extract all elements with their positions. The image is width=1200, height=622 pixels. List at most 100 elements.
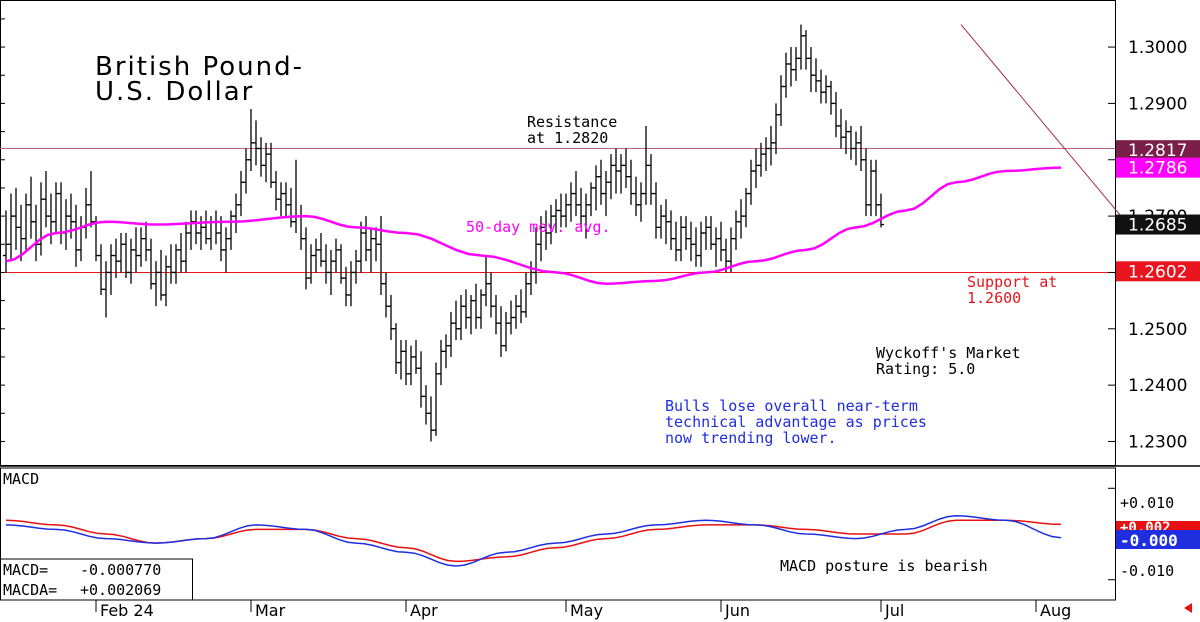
price-bar: [53, 182, 59, 233]
macda-value-label: MACDA=: [3, 581, 57, 599]
macda-line: [5, 519, 1062, 563]
price-bar: [293, 159, 299, 233]
price-bar: [493, 294, 499, 335]
price-bar: [193, 210, 199, 245]
price-bar: [233, 193, 239, 233]
price-bar: [323, 244, 329, 284]
resistance-label-line2: at 1.2820: [527, 129, 608, 147]
price-bar: [143, 221, 149, 262]
price-bar: [398, 340, 404, 380]
price-bar: [103, 261, 109, 318]
price-tag-bg: [1116, 214, 1200, 235]
price-bar: [158, 249, 164, 301]
macd-panel-label: MACD: [3, 470, 39, 488]
price-bar: [303, 227, 309, 290]
price-bar: [183, 221, 189, 273]
price-bar: [383, 272, 389, 318]
price-bar: [78, 216, 84, 262]
price-bar: [388, 294, 394, 341]
price-bar: [393, 323, 399, 374]
price-bars: [3, 24, 884, 442]
x-month-label: Mar: [255, 601, 286, 620]
price-bar: [3, 210, 9, 273]
price-bar: [463, 289, 469, 329]
price-bar: [83, 187, 89, 239]
price-bar: [418, 351, 424, 408]
price-bar: [168, 244, 174, 284]
price-bar: [598, 159, 604, 205]
price-bar: [798, 24, 804, 70]
price-bar: [348, 261, 354, 307]
price-bar: [848, 125, 854, 160]
price-tag-bg: [1116, 140, 1200, 161]
price-bar: [648, 154, 654, 205]
price-bar: [38, 182, 44, 256]
downtrend-line: [960, 24, 1122, 217]
price-bar: [333, 238, 339, 273]
price-bar: [803, 30, 809, 70]
price-bar: [633, 176, 639, 217]
price-bar: [818, 69, 824, 104]
price-bar: [243, 148, 249, 194]
macd-value-label: MACD=: [3, 561, 48, 579]
x-month-label: Feb 24: [100, 601, 154, 620]
price-bar: [58, 182, 64, 245]
price-tag: 1.2817: [1128, 141, 1187, 161]
price-bar: [753, 148, 759, 188]
price-bar: [128, 238, 134, 284]
price-bar: [618, 154, 624, 194]
price-bar: [368, 227, 374, 273]
x-month-label: Jul: [884, 601, 904, 620]
moving-average-label: 50-day mov. avg.: [466, 218, 611, 236]
price-bar: [603, 171, 609, 217]
price-tag: 1.2685: [1128, 216, 1187, 236]
price-bar: [458, 294, 464, 341]
price-bar: [188, 210, 194, 250]
price-bar: [88, 171, 94, 228]
macd-comment: MACD posture is bearish: [780, 557, 988, 575]
macd-tick-lower: -0.010: [1120, 562, 1174, 580]
price-bar: [758, 142, 764, 177]
price-bar: [678, 216, 684, 262]
price-tag: 1.2602: [1128, 262, 1187, 282]
price-bar: [748, 159, 754, 205]
price-bar: [593, 165, 599, 211]
macd-value: -0.000770: [80, 561, 161, 579]
support-label-line2: 1.2600: [967, 289, 1021, 307]
macda-value: +0.002069: [80, 581, 161, 599]
macd-axis: [1108, 487, 1115, 581]
price-bar: [73, 204, 79, 267]
price-bar: [238, 171, 244, 217]
price-bar: [568, 182, 574, 222]
price-bar: [213, 210, 219, 245]
price-bar: [153, 261, 159, 307]
price-bar: [163, 255, 169, 307]
scroll-arrow-icon[interactable]: [1184, 603, 1192, 613]
price-bar: [118, 233, 124, 273]
price-bar: [178, 233, 184, 273]
price-bar: [363, 216, 369, 262]
price-bar: [423, 385, 429, 425]
support-label-line1: Support at: [967, 273, 1057, 291]
price-bar: [653, 182, 659, 239]
price-bar: [138, 227, 144, 267]
price-bar: [713, 227, 719, 267]
chart-title-line1: British Pound-: [95, 52, 304, 82]
price-bar: [98, 244, 104, 295]
price-bar: [638, 182, 644, 222]
y-tick-label: 1.2300: [1128, 432, 1187, 452]
price-bar: [868, 159, 874, 217]
x-month-label: Aug: [1040, 601, 1071, 620]
price-bar: [513, 294, 519, 329]
macd-line: [5, 514, 1062, 567]
price-bar: [308, 244, 314, 284]
price-bar: [673, 221, 679, 262]
price-bar: [718, 221, 724, 262]
price-bar: [353, 249, 359, 284]
price-bar: [223, 227, 229, 273]
price-bar: [248, 109, 254, 172]
chart-title-line2: U.S. Dollar: [95, 77, 254, 107]
y-tick-label: 1.2900: [1128, 94, 1187, 114]
price-bar: [703, 216, 709, 250]
